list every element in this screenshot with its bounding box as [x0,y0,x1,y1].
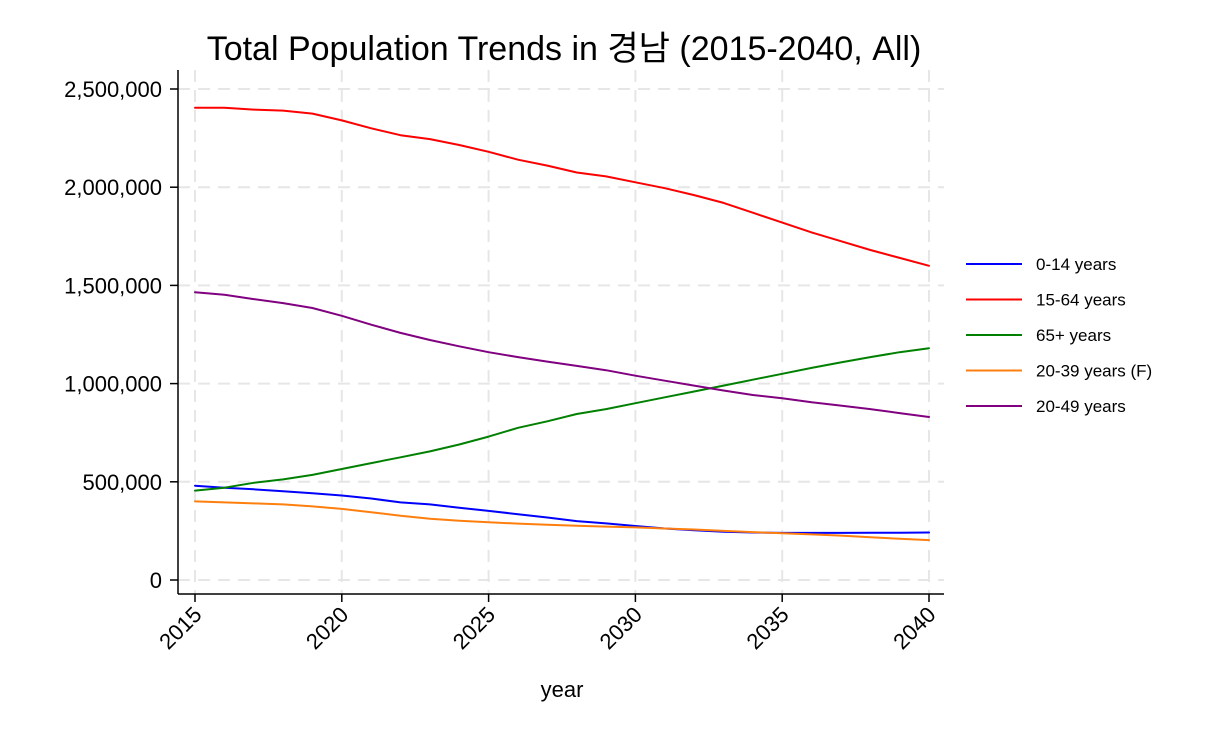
legend-label-20-49-years: 20-49 years [1036,397,1126,416]
y-tick-label-5: 2,500,000 [64,77,162,102]
series-line-20-49-years [194,291,930,418]
legend-label-15-64-years: 15-64 years [1036,291,1126,310]
y-tick-label-0: 0 [150,568,162,593]
series-lines [194,106,930,542]
series-line-65-years [194,347,930,492]
y-tick-label-1: 500,000 [82,470,162,495]
legend-label-20-39-years-f: 20-39 years (F) [1036,362,1152,381]
legend: 0-14 years 15-64 years 65+ years 20-39 year… [966,255,1152,416]
y-tick-label-2: 1,000,000 [64,372,162,397]
x-tick-label-3: 2030 [595,602,647,654]
series-line-0-14-years [194,484,930,534]
legend-label-0-14-years: 0-14 years [1036,255,1116,274]
series-line-15-64-years [194,106,930,267]
y-tick-label-4: 2,000,000 [64,175,162,200]
x-tick-label-2: 2025 [448,602,500,654]
y-tick-label-3: 1,500,000 [64,273,162,298]
x-tick-label-4: 2035 [741,602,793,654]
series-line-20-39-years-f [194,500,930,542]
x-tick-label-1: 2020 [301,602,353,654]
grid-lines [178,70,944,594]
axes: 0 500,000 1,000,000 1,500,000 2,000,000 2,500… [64,70,944,654]
x-axis-label: year [541,677,584,702]
x-tick-label-0: 2015 [154,602,206,654]
chart-title: Total Population Trends in 경남 (2015-2040… [207,30,922,68]
legend-label-65-years: 65+ years [1036,326,1111,345]
x-tick-label-5: 2040 [888,602,940,654]
